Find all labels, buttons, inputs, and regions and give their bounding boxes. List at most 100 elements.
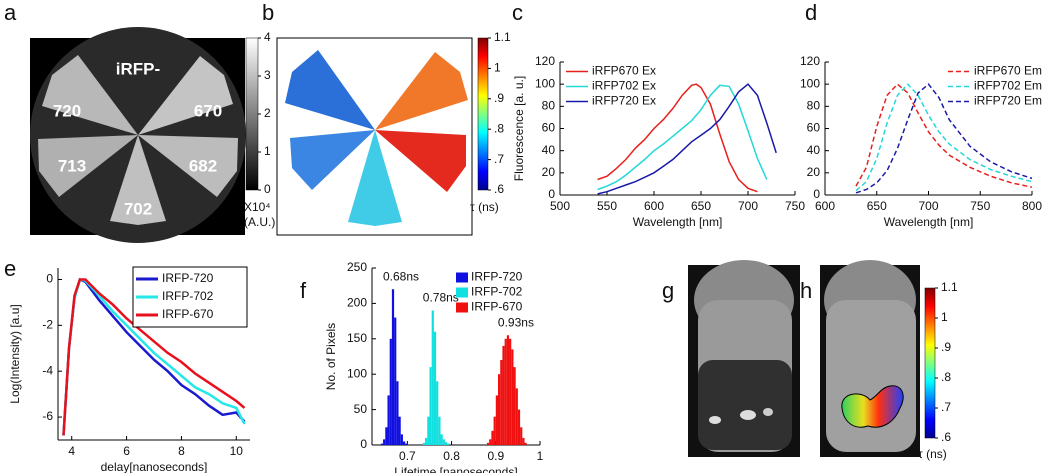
histogram-bar [511, 349, 514, 445]
annotation: 0.93ns [498, 315, 534, 329]
image-g [688, 260, 800, 457]
histogram-bar [383, 439, 386, 445]
colorbar-tick-label: 0 [264, 182, 271, 196]
colorbar-label: τ (ns) [918, 447, 947, 461]
x-tick-label: 650 [867, 199, 887, 213]
series-line [855, 83, 1033, 188]
legend-label: IRFP-702 [162, 289, 214, 303]
histogram-bar [502, 345, 505, 445]
x-tick-label: 700 [738, 199, 758, 213]
legend-label: iRFP720 Em [974, 94, 1042, 108]
y-tick-label: 80 [542, 99, 556, 113]
histogram-bar [429, 367, 432, 445]
histogram-bar [440, 434, 443, 445]
image-label: 670 [194, 101, 222, 120]
y-tick-label: -6 [42, 409, 53, 423]
histogram-bar [504, 338, 507, 445]
panel-label: f [300, 278, 307, 303]
x-axis-label: delay[nanoseconds] [101, 460, 208, 473]
x-tick-label: 1 [537, 449, 544, 463]
colorbar [924, 287, 936, 439]
y-tick-label: 60 [807, 121, 821, 135]
legend-label: IRFP-670 [471, 300, 523, 314]
colorbar-tick-label: 3 [264, 68, 271, 82]
legend-label: iRFP702 Ex [592, 79, 656, 93]
colorbar-tick-label: .7 [494, 152, 504, 166]
histogram-bar [509, 338, 512, 445]
series-line [855, 83, 1033, 194]
histogram-bar [442, 439, 445, 445]
x-tick-label: 0.7 [399, 449, 416, 463]
y-tick-label: 120 [535, 54, 555, 68]
x-tick-label: 10 [230, 444, 244, 458]
y-tick-label: 100 [347, 366, 367, 380]
series-line [597, 84, 768, 191]
y-tick-label: 0 [548, 187, 555, 201]
histogram-bar [402, 441, 406, 445]
colorbar-tick-label: 1.1 [941, 280, 958, 294]
colorbar [477, 37, 489, 191]
y-axis-label: Fluorescence [a. u.] [512, 76, 526, 181]
colorbar-label: X10⁴ [244, 200, 271, 214]
panel-label: e [4, 256, 16, 281]
colorbar-tick-label: .6 [941, 430, 951, 444]
x-axis-label: Wavelength [nm] [633, 215, 723, 229]
annotation: 0.78ns [423, 291, 459, 305]
histogram-bar [400, 434, 403, 445]
x-tick-label: 750 [970, 199, 990, 213]
histogram-bar [391, 289, 395, 445]
x-tick-label: 750 [785, 199, 805, 213]
legend-label: iRFP720 Ex [592, 94, 656, 108]
histogram-bar [444, 442, 448, 445]
legend-label: IRFP-702 [471, 285, 523, 299]
histogram-bar [422, 442, 426, 445]
series-line [855, 83, 1033, 192]
colorbar-tick-label: 4 [264, 30, 271, 44]
histogram-bar [396, 381, 399, 445]
y-tick-label: 20 [542, 165, 556, 179]
histogram-bar [447, 443, 450, 445]
colorbar-tick-label: .7 [941, 400, 951, 414]
colorbar-tick-label: .9 [941, 340, 951, 354]
image-label: 713 [58, 156, 86, 175]
y-tick-label: 250 [347, 260, 367, 274]
colorbar-tick-label: 1 [264, 144, 271, 158]
colorbar-tick-label: .8 [941, 370, 951, 384]
annotation: 0.68ns [383, 269, 419, 283]
colorbar-tick-label: 1 [941, 310, 948, 324]
histogram-bar [425, 437, 428, 445]
y-tick-label: 40 [542, 143, 556, 157]
series-line [597, 83, 758, 193]
legend-label: IRFP-720 [471, 270, 523, 284]
y-axis-label: No. of Pixels [324, 323, 338, 390]
y-tick-label: 150 [347, 331, 367, 345]
y-tick-label: 20 [807, 165, 821, 179]
histogram-bar [436, 381, 439, 445]
y-tick-label: 40 [807, 143, 821, 157]
x-tick-label: 0.8 [443, 449, 460, 463]
image-a [30, 27, 246, 243]
legend-swatch [456, 302, 468, 313]
y-tick-label: 200 [347, 296, 367, 310]
legend-label: iRFP670 Ex [592, 64, 656, 78]
y-tick-label: 50 [354, 402, 368, 416]
y-tick-label: 80 [807, 99, 821, 113]
colorbar-tick-label: 2 [264, 106, 271, 120]
colorbar-label: (A.U.) [244, 215, 275, 229]
histogram-bar [513, 367, 516, 445]
panel-label: d [805, 0, 817, 25]
histogram-bar [387, 395, 390, 445]
colorbar-tick-label: .6 [494, 182, 504, 196]
histogram-bar [500, 360, 503, 445]
histogram-bar [491, 430, 494, 445]
x-tick-label: 600 [815, 199, 835, 213]
histogram-bar [515, 388, 518, 445]
y-tick-label: 0 [360, 437, 367, 451]
panel-label: a [4, 0, 17, 25]
series-line [597, 83, 777, 195]
image-b [276, 37, 473, 236]
legend-swatch [456, 287, 468, 298]
histogram-bar [431, 310, 434, 445]
y-tick-label: 60 [542, 121, 556, 135]
